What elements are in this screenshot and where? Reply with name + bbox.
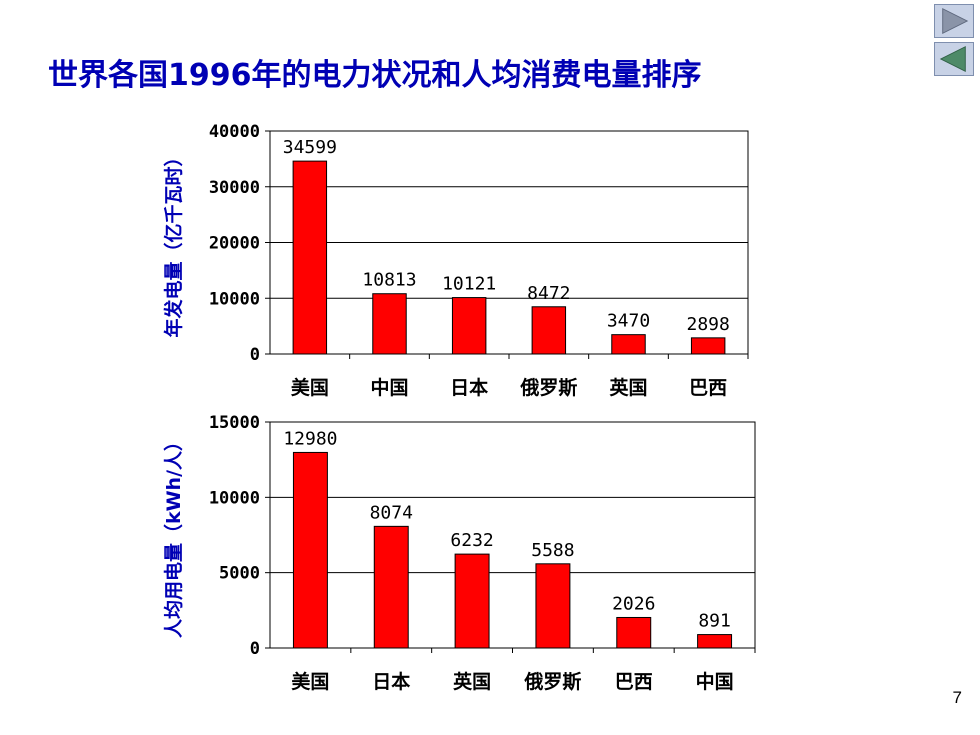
- data-label: 8074: [370, 502, 413, 523]
- data-label: 8472: [527, 283, 570, 304]
- bar: [616, 616, 652, 649]
- data-label: 34599: [283, 137, 337, 158]
- category-label: 英国: [609, 376, 647, 399]
- category-label: 俄罗斯: [519, 376, 577, 399]
- bar: [611, 334, 646, 355]
- data-label: 10813: [362, 270, 416, 291]
- y-tick-label: 0: [250, 345, 260, 365]
- bar: [690, 337, 726, 355]
- category-label: 英国: [453, 670, 491, 693]
- bar: [292, 451, 328, 649]
- triangle-left-icon: [939, 46, 966, 72]
- category-label: 日本: [372, 670, 410, 693]
- y-tick-label: 40000: [209, 122, 260, 142]
- data-label: 12980: [283, 428, 337, 449]
- category-label: 日本: [450, 376, 488, 399]
- bar: [531, 306, 567, 355]
- data-label: 2898: [686, 314, 729, 335]
- power-generation-chart: 0 10000 20000 30000 40000 34599 美国 10813 中国 10121…: [162, 122, 749, 399]
- bar: [451, 297, 487, 355]
- triangle-right-icon: [942, 8, 969, 34]
- data-label: 891: [698, 611, 731, 632]
- bar: [697, 634, 733, 649]
- category-label: 中国: [370, 376, 408, 399]
- plot-area: [269, 421, 756, 649]
- data-label: 5588: [531, 540, 574, 561]
- data-label: 2026: [612, 593, 655, 614]
- y-tick-label: 15000: [209, 413, 260, 433]
- bar: [372, 293, 407, 355]
- y-tick-label: 20000: [209, 234, 260, 254]
- y-tick-label: 30000: [209, 178, 260, 198]
- y-tick-label: 10000: [209, 289, 260, 309]
- y-tick-label: 5000: [219, 564, 260, 584]
- next-slide-button[interactable]: [934, 4, 974, 38]
- category-label: 俄罗斯: [523, 670, 581, 693]
- category-label: 美国: [291, 376, 329, 399]
- bar: [292, 160, 328, 355]
- data-label: 10121: [442, 274, 496, 295]
- prev-slide-button[interactable]: [934, 42, 974, 76]
- bar: [373, 525, 409, 649]
- category-label: 中国: [696, 670, 734, 693]
- bar: [454, 553, 490, 649]
- bar: [535, 563, 571, 649]
- page-number: 7: [952, 688, 962, 707]
- y-tick-label: 10000: [209, 488, 260, 508]
- data-label: 6232: [450, 530, 493, 551]
- data-label: 3470: [607, 311, 650, 332]
- category-label: 巴西: [689, 377, 727, 399]
- y-tick-label: 0: [250, 639, 260, 659]
- category-label: 美国: [291, 670, 329, 693]
- slide-title: 世界各国1996年的电力状况和人均消费电量排序: [48, 58, 702, 93]
- category-label: 巴西: [615, 671, 653, 693]
- y-axis-label: 人均用电量（kWh/人）: [162, 432, 185, 638]
- y-axis-label: 年发电量（亿千瓦时）: [162, 147, 185, 337]
